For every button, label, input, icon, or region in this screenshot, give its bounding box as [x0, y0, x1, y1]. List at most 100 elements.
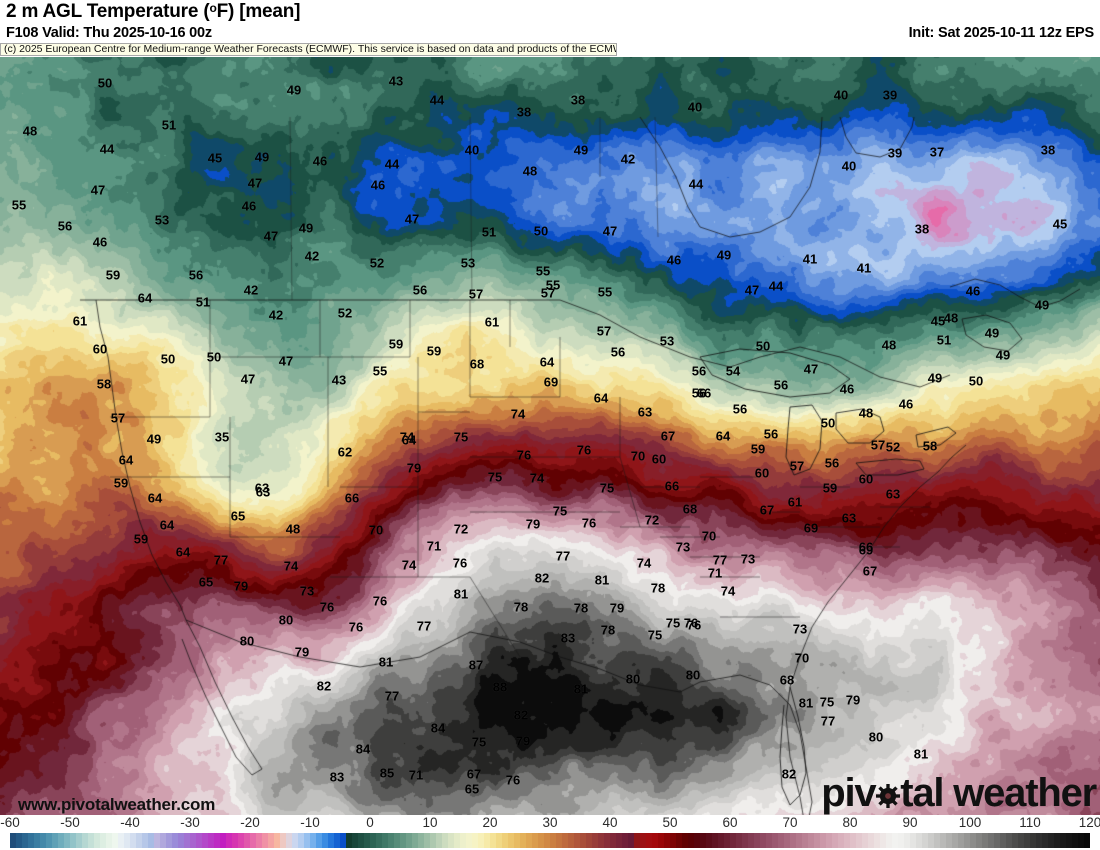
colorbar-swatch [400, 833, 406, 848]
colorbar-swatch [136, 833, 142, 848]
colorbar-swatch [766, 833, 772, 848]
temperature-label: 60 [92, 341, 108, 357]
colorbar-swatch [868, 833, 874, 848]
colorbar-swatch [1066, 833, 1072, 848]
temperature-label: 41 [802, 251, 818, 267]
temperature-label: 51 [161, 117, 177, 133]
temperature-label: 35 [214, 429, 230, 445]
temperature-label: 49 [254, 149, 270, 165]
temperature-label: 64 [401, 432, 417, 448]
temperature-label: 70 [368, 522, 384, 538]
colorbar-swatch [772, 833, 778, 848]
colorbar-tick: 110 [1019, 815, 1041, 830]
colorbar-swatch [700, 833, 706, 848]
colorbar-swatch [910, 833, 916, 848]
temperature-label: 64 [593, 390, 609, 406]
colorbar-tick: -10 [300, 815, 320, 830]
temperature-label: 50 [968, 373, 984, 389]
colorbar-swatch [628, 833, 634, 848]
temperature-label: 74 [529, 470, 545, 486]
colorbar-swatch [46, 833, 52, 848]
temperature-label: 46 [370, 177, 386, 193]
temperature-label: 82 [316, 678, 332, 694]
temperature-label: 44 [768, 278, 784, 294]
temperature-label: 57 [468, 286, 484, 302]
colorbar-tick: 20 [482, 815, 498, 830]
colorbar-swatch [760, 833, 766, 848]
temperature-label: 53 [154, 212, 170, 228]
temperature-label: 83 [329, 769, 345, 785]
colorbar-swatch [724, 833, 730, 848]
colorbar-swatch [196, 833, 202, 848]
temperature-label: 41 [856, 260, 872, 276]
temperature-label: 72 [453, 521, 469, 537]
temperature-label: 56 [57, 218, 73, 234]
temperature-label: 76 [581, 515, 597, 531]
temperature-label: 49 [286, 82, 302, 98]
colorbar-swatch [532, 833, 538, 848]
temperature-label: 82 [781, 766, 797, 782]
temperature-label: 57 [596, 323, 612, 339]
temperature-label: 67 [759, 502, 775, 518]
temperature-label: 44 [99, 141, 115, 157]
temperature-label: 56 [691, 363, 707, 379]
colorbar-swatch [808, 833, 814, 848]
temperature-label: 47 [240, 371, 256, 387]
colorbar-gradient[interactable] [10, 833, 1090, 848]
temperature-label: 46 [312, 153, 328, 169]
colorbar-swatch [298, 833, 304, 848]
temperature-label: 78 [600, 622, 616, 638]
colorbar-tick: 40 [602, 815, 618, 830]
colorbar-tick: 100 [958, 815, 982, 830]
temperature-label: 76 [686, 617, 702, 633]
colorbar-swatch [640, 833, 646, 848]
colorbar-tick: -40 [120, 815, 140, 830]
temperature-label: 74 [720, 583, 736, 599]
temperature-label: 55 [11, 197, 27, 213]
temperature-label: 73 [675, 539, 691, 555]
colorbar-swatch [958, 833, 964, 848]
temperature-label: 82 [534, 570, 550, 586]
header: 2 m AGL Temperature (oF) [mean] F108 Val… [0, 0, 1100, 56]
temperature-label: 39 [887, 145, 903, 161]
temperature-label: 64 [147, 490, 163, 506]
colorbar-swatch [16, 833, 22, 848]
colorbar-swatch [922, 833, 928, 848]
temperature-label: 61 [72, 313, 88, 329]
temperature-label: 56 [732, 401, 748, 417]
colorbar-swatch [1060, 833, 1066, 848]
logo-text-part2: tal weather [900, 771, 1097, 815]
temperature-label: 68 [779, 672, 795, 688]
colorbar-swatch [832, 833, 838, 848]
temperature-label: 47 [602, 223, 618, 239]
colorbar-tick: 70 [782, 815, 798, 830]
colorbar-swatch [454, 833, 460, 848]
temperature-label: 60 [754, 465, 770, 481]
colorbar-swatch [502, 833, 508, 848]
temperature-label: 56 [691, 385, 707, 401]
colorbar-swatch [10, 833, 16, 848]
temperature-label: 64 [118, 452, 134, 468]
temperature-label: 80 [239, 633, 255, 649]
colorbar-swatch [274, 833, 280, 848]
temperature-label: 49 [298, 220, 314, 236]
temperature-label: 48 [522, 163, 538, 179]
colorbar-swatch [34, 833, 40, 848]
temperature-label: 56 [824, 455, 840, 471]
temperature-map[interactable]: 50 48 51 44 45 49 46 47 47 46 55 53 47 49 56 46 49 43 44 44… [0, 57, 1100, 815]
colorbar-swatch [736, 833, 742, 848]
temperature-label: 78 [513, 599, 529, 615]
temperature-label: 58 [922, 438, 938, 454]
colorbar-swatch [550, 833, 556, 848]
temperature-label: 61 [484, 314, 500, 330]
temperature-label: 60 [858, 471, 874, 487]
colorbar-swatch [466, 833, 472, 848]
temperature-label: 66 [344, 490, 360, 506]
temperature-label: 53 [460, 255, 476, 271]
colorbar-swatch [646, 833, 652, 848]
temperature-label: 48 [943, 310, 959, 326]
temperature-label: 82 [513, 707, 529, 723]
colorbar-swatch [124, 833, 130, 848]
colorbar-swatch [244, 833, 250, 848]
temperature-label: 79 [294, 644, 310, 660]
